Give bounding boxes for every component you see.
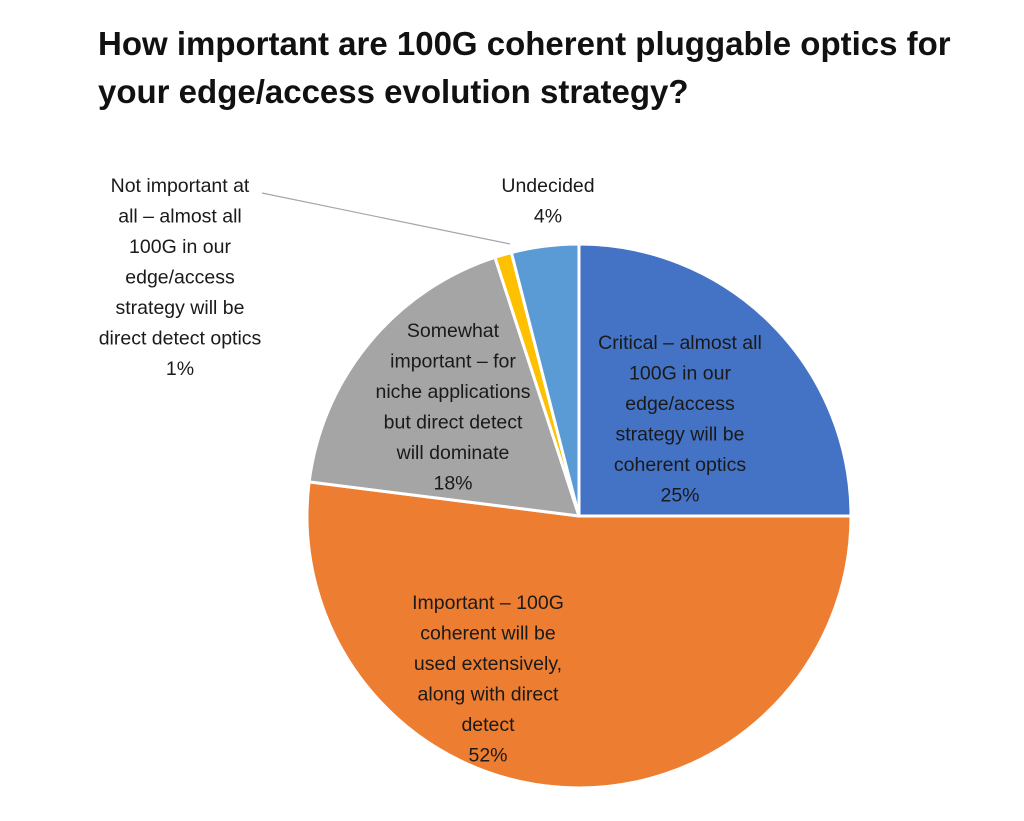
slice-label-3: Somewhat important – for niche application… [375, 320, 530, 495]
slice-label-1: Critical – almost all 100G in our edge/acc… [598, 332, 762, 507]
slice-value-label: 18% [433, 473, 472, 495]
slice-label-line: niche applications [375, 381, 530, 403]
slice-label-line: edge/access [625, 393, 735, 415]
slice-value-label: 1% [166, 358, 194, 380]
pie-slice-2 [305, 480, 853, 790]
slice-label-line: Somewhat [407, 320, 500, 342]
leader-lines [261, 192, 511, 245]
slice-value-label: 25% [660, 485, 699, 507]
slice-label-line: strategy will be [116, 297, 245, 319]
slice-label-line: coherent will be [420, 623, 556, 645]
slice-label-line: Critical – almost all [598, 332, 762, 354]
slice-label-line: Undecided [501, 175, 594, 197]
slice-label-2: Important – 100G coherent will be used ext… [412, 592, 564, 767]
slice-label-line: but direct detect [384, 412, 523, 434]
chart-title: How important are 100G coherent pluggabl… [98, 25, 951, 110]
slice-label-5: Undecided 4% [501, 175, 594, 228]
slice-label-line: 100G in our [129, 236, 231, 258]
slice-value-label: 52% [468, 745, 507, 767]
slice-label-line: used extensively, [414, 653, 562, 675]
slice-label-line: coherent optics [614, 454, 746, 476]
slice-label-line: all – almost all [118, 206, 242, 228]
leader-line-4 [261, 192, 511, 245]
slice-label-line: along with direct [418, 684, 559, 706]
slice-label-line: important – for [390, 351, 516, 373]
slice-label-line: Important – 100G [412, 592, 564, 614]
pie-slices [305, 242, 853, 790]
slice-label-line: Not important at [111, 175, 250, 197]
slice-label-line: will dominate [396, 442, 510, 464]
pie-slice-1 [577, 242, 853, 518]
slice-value-label: 4% [534, 206, 562, 228]
slice-label-line: 100G in our [629, 363, 731, 385]
pie-slice-3 [307, 255, 581, 518]
slice-label-4: Not important at all – almost all 100G in … [99, 175, 262, 380]
slice-label-line: detect [461, 714, 515, 736]
slice-label-line: edge/access [125, 267, 235, 289]
pie-slice-5 [509, 242, 581, 518]
slice-label-line: strategy will be [616, 424, 745, 446]
slice-labels: Critical – almost all 100G in our edge/acc… [99, 175, 762, 767]
slice-label-line: direct detect optics [99, 328, 262, 350]
